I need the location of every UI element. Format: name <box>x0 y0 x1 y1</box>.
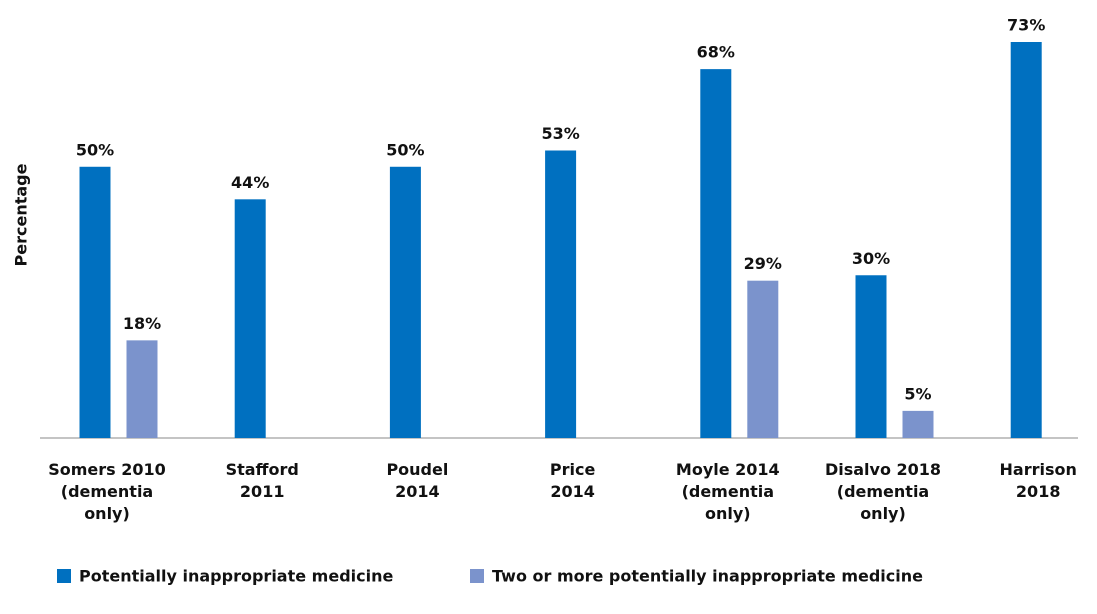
bar <box>545 150 577 438</box>
bar <box>389 166 421 438</box>
bar <box>79 166 111 438</box>
data-label: 53% <box>541 124 579 143</box>
x-tick-label: Stafford 2011 <box>226 460 299 501</box>
x-tick-label: Harrison 2018 <box>1000 460 1077 501</box>
data-label: 50% <box>386 140 424 159</box>
legend-swatch <box>57 569 71 583</box>
x-tick-label: Disalvo 2018 (dementia only) <box>825 460 941 523</box>
data-label: 5% <box>904 384 931 403</box>
bar <box>902 410 934 438</box>
x-tick-label: Moyle 2014 (dementia only) <box>676 460 780 523</box>
x-tick-label: Price 2014 <box>550 460 596 501</box>
bar <box>747 280 779 438</box>
legend-label: Two or more potentially inappropriate me… <box>492 567 923 586</box>
data-label: 68% <box>697 43 735 62</box>
y-axis-label: Percentage <box>12 163 31 266</box>
bar <box>126 340 158 438</box>
x-tick-label: Poudel 2014 <box>386 460 448 501</box>
data-label: 73% <box>1007 16 1045 35</box>
x-tick-label: Somers 2010 (dementia only) <box>48 460 166 523</box>
legend-swatch <box>470 569 484 583</box>
bar <box>855 275 887 438</box>
data-label: 50% <box>76 140 114 159</box>
bar <box>700 69 732 438</box>
data-label: 18% <box>123 314 161 333</box>
legend-label: Potentially inappropriate medicine <box>79 567 393 586</box>
data-label: 29% <box>744 254 782 273</box>
data-label: 44% <box>231 173 269 192</box>
data-label: 30% <box>852 249 890 268</box>
bar <box>234 199 266 438</box>
bar <box>1010 42 1042 438</box>
